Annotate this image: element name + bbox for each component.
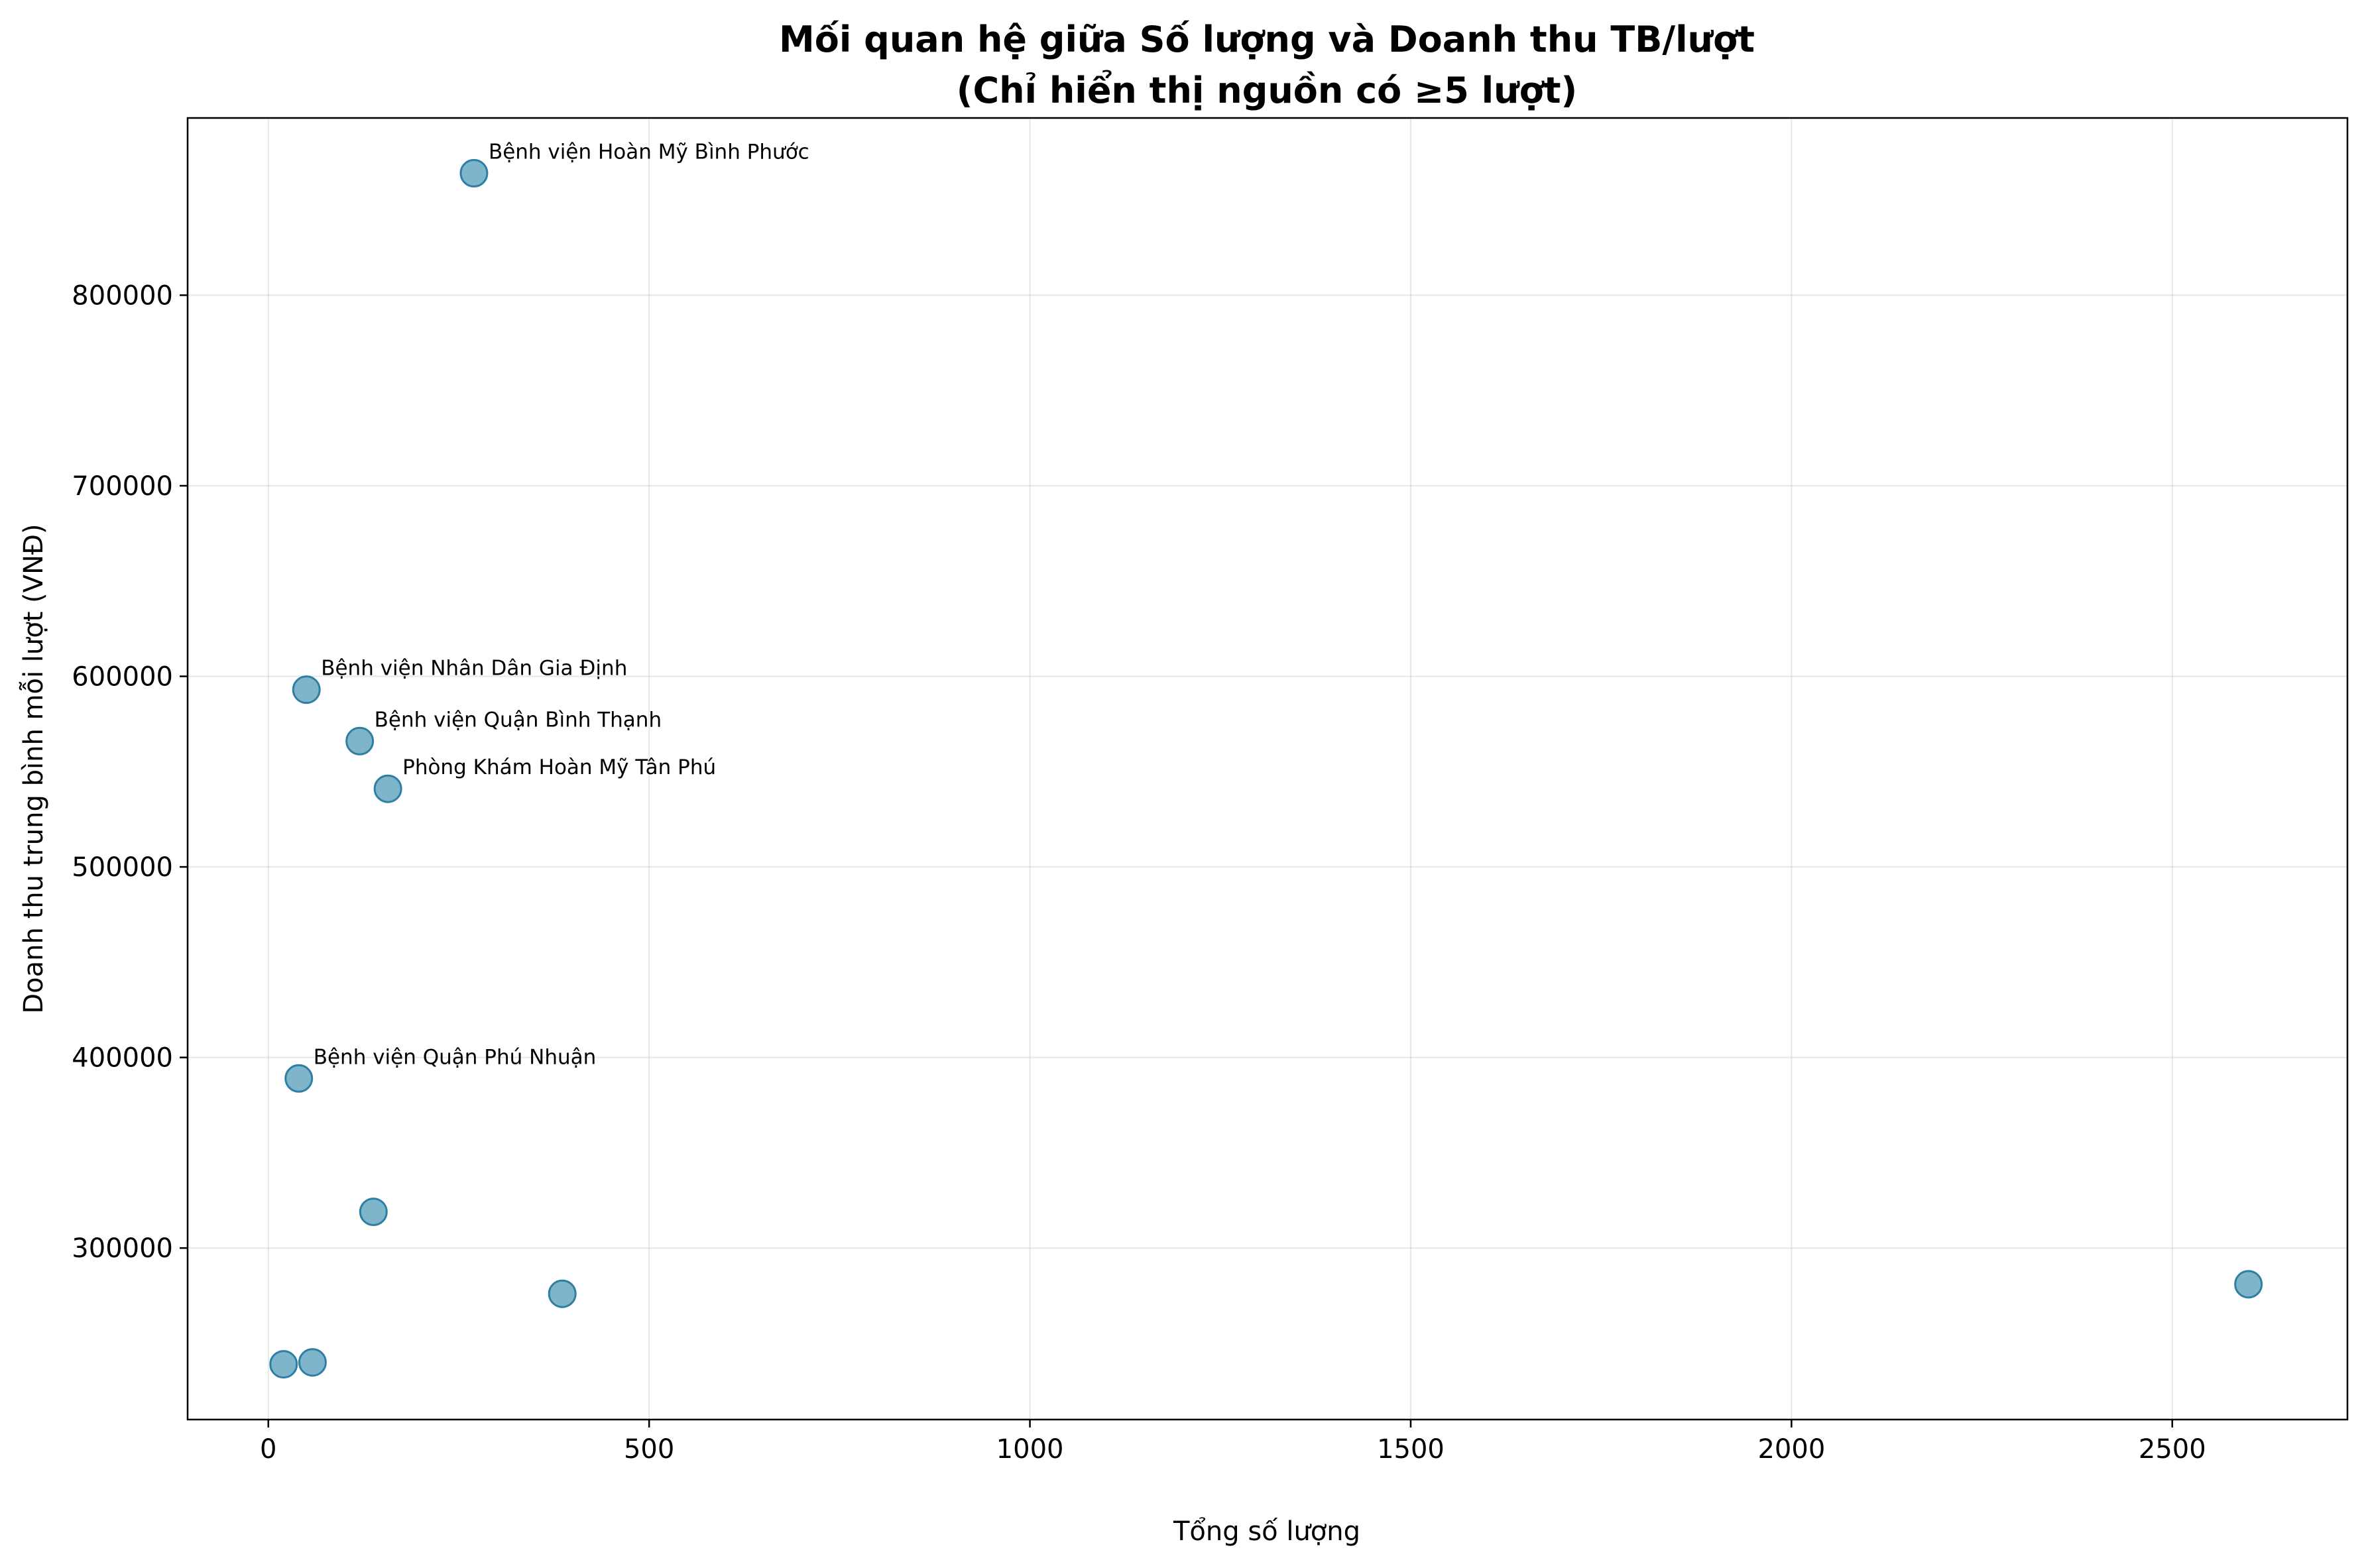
data-point [269,1350,298,1379]
y-tick-label: 800000 [72,280,173,311]
point-label: Bệnh viện Nhân Dân Gia Định [321,657,627,681]
point-label: Phòng Khám Hoàn Mỹ Tân Phú [402,756,716,779]
point-annotations: Bệnh viện Hoàn Mỹ Bình Phước Bệnh viện Nh… [314,140,809,1069]
data-point [459,158,489,188]
x-axis-label: Tổng số lượng [1173,1516,1360,1547]
data-point [292,675,321,704]
data-point [548,1279,577,1308]
chart-subtitle: (Chỉ hiển thị nguồn có ≥5 lượt) [957,70,1577,111]
data-point [2234,1270,2263,1299]
x-tick-label: 0 [260,1434,276,1465]
y-tick-label: 300000 [72,1233,173,1264]
grid [188,118,2347,1420]
point-label: Bệnh viện Quận Phú Nhuận [314,1045,597,1069]
x-tick-label: 1500 [1377,1434,1445,1465]
y-tick-label: 700000 [72,471,173,502]
y-tick-label: 400000 [72,1043,173,1074]
plot-frame [186,117,2349,1421]
y-axis-label: Doanh thu trung bình mỗi lượt (VNĐ) [19,524,49,1013]
data-points [269,158,2263,1379]
data-point [345,726,375,756]
x-tick-label: 500 [624,1434,674,1465]
data-point [359,1198,388,1227]
x-tick-label: 1000 [996,1434,1064,1465]
point-label: Bệnh viện Quận Bình Thạnh [375,708,662,732]
data-point [298,1348,327,1377]
point-label: Bệnh viện Hoàn Mỹ Bình Phước [489,140,809,164]
chart-title: Mối quan hệ giữa Số lượng và Doanh thu T… [779,19,1755,60]
x-tick-label: 2000 [1757,1434,1825,1465]
y-tick-label: 500000 [72,852,173,883]
y-tick-label: 600000 [72,662,173,693]
x-tick-label: 2500 [2139,1434,2206,1465]
data-point [284,1064,314,1093]
axis-ticks: 0 500 1000 1500 2000 2500 300000 400000 500000 60… [72,280,2206,1465]
data-point [373,774,402,803]
